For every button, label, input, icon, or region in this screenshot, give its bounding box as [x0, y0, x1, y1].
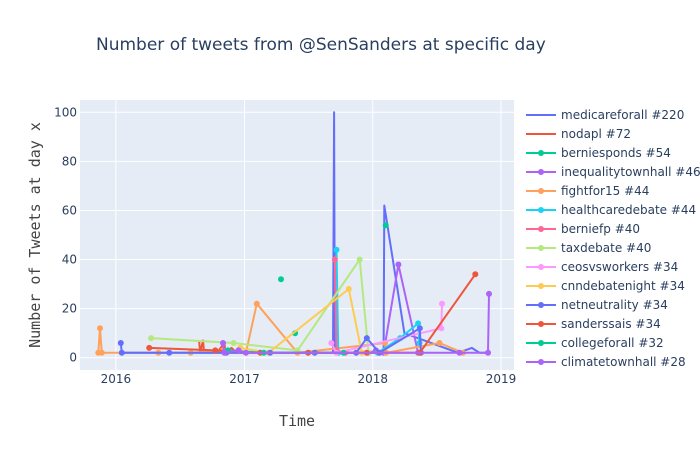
legend-label: fightfor15 #44	[561, 184, 649, 198]
legend-swatch-marker	[538, 226, 544, 232]
data-point	[333, 246, 340, 253]
x-tick-label: 2016	[101, 372, 132, 386]
data-point	[148, 335, 154, 342]
y-tick-label: 100	[54, 105, 77, 119]
legend-item[interactable]: medicareforall #220	[526, 108, 684, 122]
data-point	[166, 349, 173, 356]
series-layer	[95, 111, 492, 356]
data-point	[438, 325, 445, 332]
data-point	[98, 349, 105, 356]
x-tick-label: 2018	[357, 372, 388, 386]
data-point	[486, 290, 492, 297]
chart-title: Number of tweets from @SenSanders at spe…	[96, 35, 546, 55]
data-point	[118, 349, 125, 356]
data-point	[363, 335, 370, 342]
legend-label: netneutrality #34	[561, 298, 668, 312]
data-point	[356, 256, 363, 263]
legend-label: inequalitytownhall #46	[561, 165, 700, 179]
legend-item[interactable]: nodapl #72	[526, 127, 631, 141]
y-tick-label: 80	[62, 154, 77, 168]
data-point	[278, 276, 284, 283]
legend-label: taxdebate #40	[561, 241, 651, 255]
legend-swatch-marker	[538, 340, 544, 346]
legend-swatch-marker	[538, 188, 544, 194]
data-point	[436, 340, 443, 346]
data-point	[439, 300, 445, 307]
data-point	[416, 325, 423, 332]
tick-labels: 0 20 40 60 80 100 2016 2017 2018 2019	[54, 105, 516, 386]
data-point	[472, 271, 479, 278]
legend-item[interactable]: fightfor15 #44	[526, 184, 649, 198]
data-point	[382, 222, 389, 229]
legend-item[interactable]: healthcaredebate #44	[526, 203, 696, 217]
legend-label: medicareforall #220	[561, 108, 684, 122]
data-point	[456, 349, 463, 356]
data-point	[253, 300, 260, 307]
y-tick-label: 20	[62, 302, 77, 316]
legend-label: healthcaredebate #44	[561, 203, 696, 217]
data-point	[395, 261, 402, 268]
legend-item[interactable]: ceosvsworkers #34	[526, 260, 678, 274]
legend-item[interactable]: sanderssais #34	[526, 317, 661, 331]
data-point	[212, 347, 219, 354]
data-point	[230, 340, 237, 346]
grid	[80, 100, 514, 370]
legend-item[interactable]: netneutrality #34	[526, 298, 668, 312]
legend-item[interactable]: taxdebate #40	[526, 241, 651, 255]
legend-swatch-marker	[538, 283, 544, 289]
legend-label: climatetownhall #28	[561, 355, 686, 369]
x-tick-label: 2019	[486, 372, 517, 386]
legend-label: berniesponds #54	[561, 146, 671, 160]
legend-label: sanderssais #34	[561, 317, 661, 331]
legend-label: collegeforall #32	[561, 336, 664, 350]
data-point	[221, 349, 228, 356]
legend-item[interactable]: inequalitytownhall #46	[526, 165, 700, 179]
y-tick-label: 0	[69, 351, 77, 365]
legend-swatch-marker	[538, 359, 544, 365]
x-axis-title: Time	[279, 412, 315, 430]
data-point	[331, 256, 338, 263]
series-13	[220, 290, 492, 356]
legend-item[interactable]: collegeforall #32	[526, 336, 664, 350]
data-point	[328, 340, 335, 346]
legend-swatch-marker	[538, 150, 544, 156]
data-point	[345, 286, 352, 292]
data-point	[97, 325, 103, 332]
legend[interactable]: medicareforall #220 nodapl #72 berniespond…	[526, 108, 700, 369]
data-point	[146, 344, 153, 351]
legend-label: nodapl #72	[561, 127, 631, 141]
legend-swatch-marker	[538, 321, 544, 327]
data-point	[485, 349, 491, 356]
legend-label: ceosvsworkers #34	[561, 260, 678, 274]
data-point	[242, 349, 249, 356]
data-point	[117, 340, 124, 346]
y-tick-label: 40	[62, 253, 77, 267]
legend-item[interactable]: cnndebatenight #34	[526, 279, 685, 293]
data-point	[415, 320, 422, 327]
legend-swatch-marker	[538, 264, 544, 270]
y-axis-title: Number of Tweets at day x	[26, 122, 44, 348]
data-point	[220, 340, 226, 346]
legend-swatch-marker	[538, 245, 544, 251]
legend-swatch-marker	[538, 169, 544, 175]
legend-item[interactable]: berniesponds #54	[526, 146, 671, 160]
data-point	[235, 347, 242, 354]
legend-label: cnndebatenight #34	[561, 279, 685, 293]
legend-item[interactable]: berniefp #40	[526, 222, 640, 236]
legend-swatch-marker	[538, 207, 544, 213]
x-tick-label: 2017	[229, 372, 260, 386]
legend-swatch-marker	[538, 302, 544, 308]
legend-item[interactable]: climatetownhall #28	[526, 355, 686, 369]
y-tick-label: 60	[62, 203, 77, 217]
series-line	[330, 303, 443, 354]
legend-label: berniefp #40	[561, 222, 640, 236]
